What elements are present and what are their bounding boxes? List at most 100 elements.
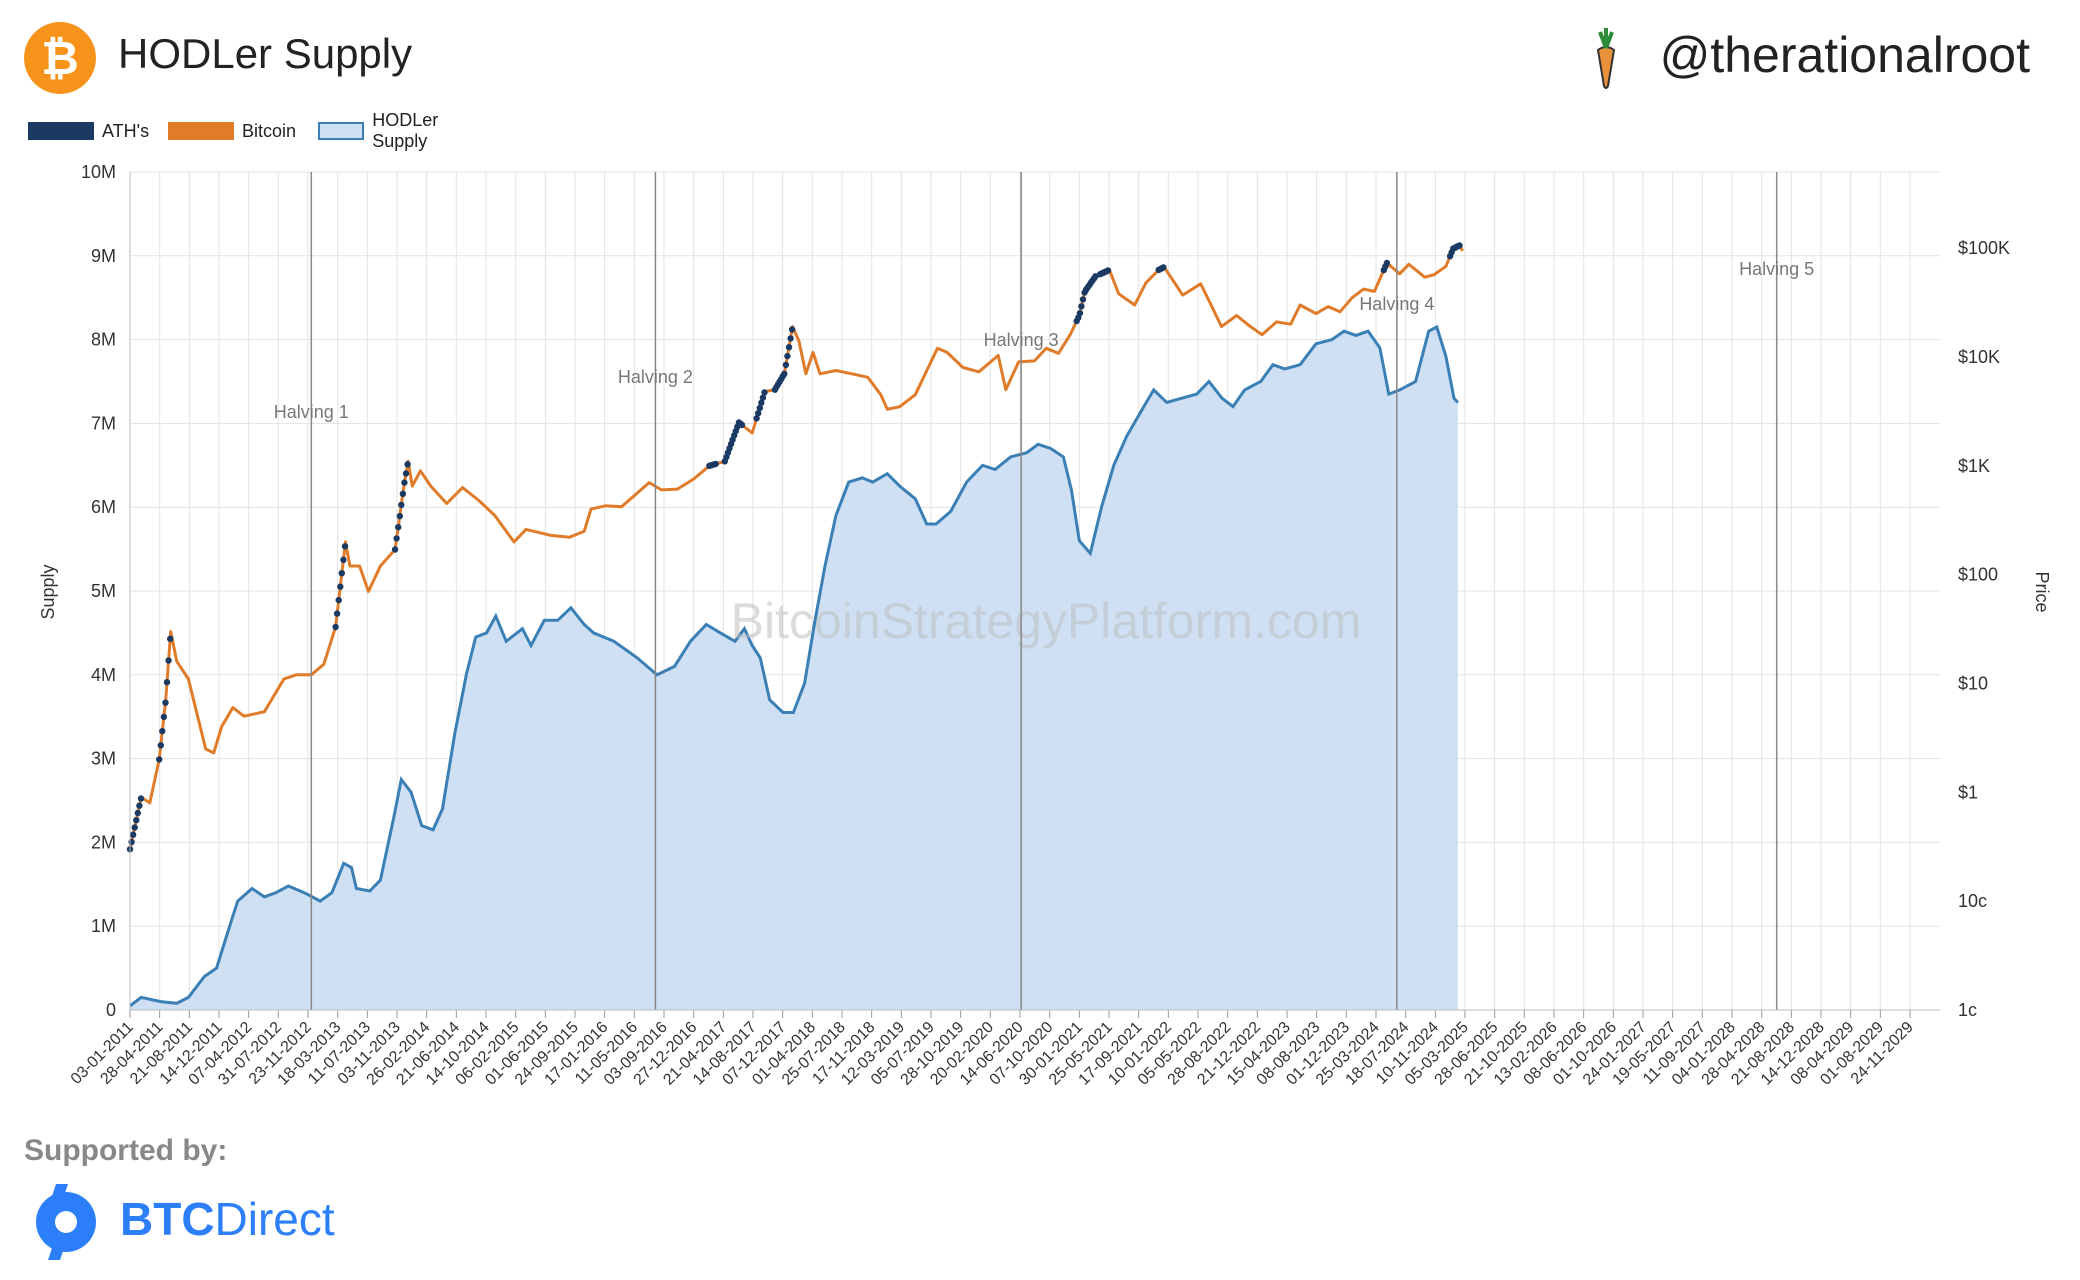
halving-label: Halving 3 [984,330,1059,350]
ath-marker [134,809,141,817]
ath-marker [1104,267,1112,274]
y2-tick-label: 10c [1958,891,1987,911]
ath-marker [129,831,137,838]
sponsor-rest: Direct [214,1193,335,1245]
y-tick-label: 0 [106,1000,116,1020]
ath-marker [156,756,163,763]
hodler-supply-line [129,324,1459,1007]
ath-marker [335,596,342,604]
y2-tick-label: $1K [1958,456,1990,476]
y-axis-title: Supply [38,564,58,619]
y-tick-label: 1M [91,916,116,936]
ath-marker [738,421,746,429]
bitcoin-icon: ₿ [24,22,96,94]
ath-marker [781,370,788,377]
ath-marker [399,490,407,497]
header: ₿ HODLer Supply @therationalroot [0,0,2080,110]
chart-area: BitcoinStrategyPlatform.com Halving 1 Hal… [38,162,2052,1089]
ath-marker [402,470,410,477]
ath-markers-layer [126,242,1463,853]
ath-marker [787,335,794,342]
ath-marker [160,713,168,721]
y-tick-label: 2M [91,832,116,852]
ath-marker [755,410,762,417]
legend-item-bitcoin[interactable]: Bitcoin [168,118,296,144]
ath-marker [759,394,767,401]
ath-marker [159,727,166,735]
ath-marker [784,352,791,360]
ath-marker [782,361,790,369]
ath-marker [157,742,164,749]
halving-label: Halving 5 [1739,259,1814,279]
halving-label: Halving 2 [618,367,693,387]
y2-axis-title: Price [2032,571,2052,612]
ath-marker [1078,303,1085,310]
ath-marker [404,461,411,468]
ath-marker [401,479,408,486]
ath-marker [131,824,138,831]
ath-marker [338,570,345,577]
legend-item-hodler[interactable]: HODLer Supply [318,110,458,151]
legend-item-ath[interactable]: ATH's [28,118,149,144]
ath-marker [162,699,169,706]
y-tick-label: 9M [91,246,116,266]
ath-marker [337,583,344,590]
author-handle: @therationalroot [1659,27,2030,83]
legend-swatch-ath [28,122,94,140]
y-tick-label: 6M [91,497,116,517]
ath-marker [1076,310,1084,317]
y-tick-label: 10M [81,162,116,182]
ath-marker [395,524,402,531]
ath-marker [396,512,403,520]
ath-marker [167,635,174,642]
sponsor-name: BTCDirect [120,1192,335,1246]
ath-marker [788,326,796,333]
ath-marker [758,399,765,406]
y-tick-label: 5M [91,581,116,601]
legend-swatch-hodler [318,122,365,140]
y2-tick-label: $100 [1958,565,1998,585]
ath-marker [340,556,347,563]
y-tick-label: 4M [91,665,116,685]
y2-tick-label: $10K [1958,347,2000,367]
ath-marker [1160,264,1167,271]
legend-label-ath: ATH's [102,120,150,141]
ath-marker [1383,259,1391,267]
btcdirect-icon [36,1184,96,1260]
chart-title: HODLer Supply [118,30,413,77]
ath-marker [333,610,341,617]
ath-marker [1456,242,1463,249]
y-tick-label: 8M [91,330,116,350]
sponsor-brand: BTC [120,1193,215,1245]
y2-tick-label: $10 [1958,673,1988,693]
ath-marker [761,389,768,396]
ath-marker [756,404,763,412]
hodler-supply-area [130,327,1458,1010]
halving-label: Halving 1 [274,402,349,422]
ath-marker [753,415,760,422]
ath-marker [391,546,399,553]
ath-marker [1079,296,1087,303]
y-tick-label: 7M [91,413,116,433]
legend-swatch-bitcoin [168,122,234,140]
carrot-icon [1596,28,1616,89]
legend-label-bitcoin: Bitcoin [242,120,297,141]
ath-marker [136,802,143,809]
legend-label-hodler: HODLer Supply [372,110,439,151]
ath-marker [332,623,339,631]
y2-tick-label: $100K [1958,238,2010,258]
ath-marker [393,535,400,542]
ath-marker [163,679,171,686]
y2-tick-label: 1c [1958,1000,1977,1020]
watermark-text: BitcoinStrategyPlatform.com [731,593,1362,649]
ath-marker [785,344,793,351]
supported-by-label: Supported by: [24,1134,228,1167]
ath-marker [165,657,172,664]
ath-marker [128,838,135,846]
y-tick-label: 3M [91,749,116,769]
hodler-area-layer [129,324,1459,1010]
halving-label: Halving 4 [1359,294,1434,314]
ath-marker [398,501,405,509]
ath-marker [137,795,145,802]
ath-marker [341,543,349,550]
